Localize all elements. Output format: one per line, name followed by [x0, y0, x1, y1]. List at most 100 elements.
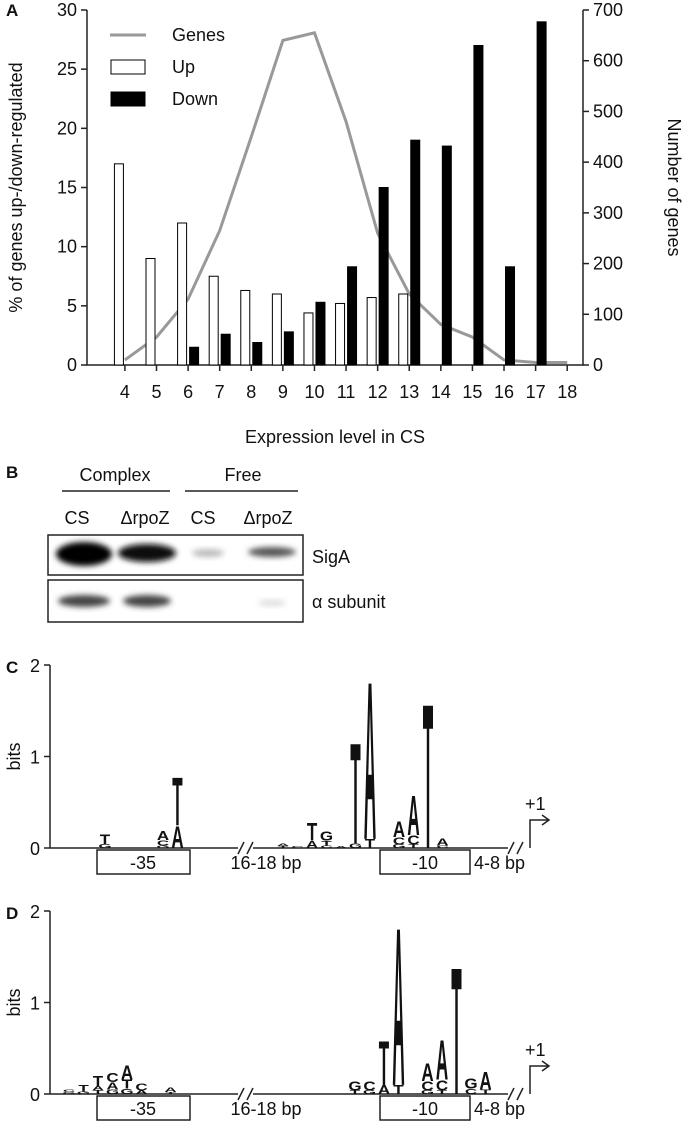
lane-label: CS	[64, 508, 89, 528]
region-box	[96, 849, 191, 875]
logo-letter: A	[164, 1086, 176, 1093]
logo-letter: A	[106, 1080, 118, 1091]
bar	[271, 293, 282, 366]
logo-letter: G	[349, 842, 362, 849]
y-axis-label: bits	[4, 988, 24, 1016]
logo-letter: T	[100, 831, 111, 848]
logo-letter: G	[98, 844, 111, 850]
logo-letter: G	[120, 1087, 133, 1096]
logo-letter: A	[436, 1028, 448, 1092]
y-tick-label: 0	[30, 839, 40, 859]
panel-label: A	[6, 1, 18, 20]
logo-letter: C	[63, 1089, 75, 1093]
bar	[505, 266, 516, 366]
bar	[113, 163, 124, 366]
y2-tick-label: 200	[593, 254, 623, 274]
bar	[145, 258, 156, 366]
tss-arrow	[529, 1060, 551, 1094]
bar	[366, 297, 377, 366]
lane-label: CS	[190, 508, 215, 528]
y2-tick-label: 700	[593, 0, 623, 20]
bar	[315, 301, 326, 366]
y2-tick-label: 600	[593, 51, 623, 71]
logo-letter: G	[464, 1075, 477, 1092]
region-box	[379, 1095, 471, 1121]
logo-letter: G	[77, 1091, 90, 1095]
x-tick-label: 10	[304, 382, 324, 402]
band	[58, 595, 110, 607]
logo-letter: A	[121, 1061, 133, 1084]
logo-letter: G	[62, 1092, 75, 1095]
logo-letter: T	[393, 1083, 403, 1097]
line	[124, 31, 568, 364]
logo-letter: G	[348, 1079, 361, 1093]
y2-tick-label: 300	[593, 203, 623, 223]
x-tick-label: 9	[278, 382, 288, 402]
bar	[240, 289, 251, 366]
y-tick-label: 10	[57, 237, 77, 257]
y-tick-label: 1	[30, 748, 40, 768]
x-tick-label: 18	[557, 382, 577, 402]
logo-letter: C	[106, 1071, 119, 1085]
logo-letter: T	[307, 818, 317, 846]
logo-letter: C	[436, 845, 448, 849]
y2-tick-label: 500	[593, 101, 623, 121]
logo-letter: T	[350, 713, 360, 875]
bar	[398, 293, 409, 366]
logo-letter: T	[172, 763, 182, 840]
logo-letter: C	[157, 838, 170, 847]
logo-letter: T	[437, 1090, 448, 1096]
region-box	[96, 1095, 191, 1121]
logo-letter: A	[157, 829, 170, 843]
region-label: -10	[412, 1099, 438, 1119]
logo-letter: T	[365, 837, 375, 851]
bar	[252, 342, 263, 366]
logo-letter: A	[364, 634, 376, 886]
logo-letter: A	[421, 1059, 433, 1087]
x-tick-label: 8	[246, 382, 256, 402]
logo-letter: C	[393, 835, 405, 846]
logo-letter: T	[78, 1083, 89, 1093]
logo-letter: T	[278, 846, 289, 849]
axis-break	[237, 1087, 524, 1101]
x-tick-label: 6	[183, 382, 193, 402]
y2-tick-label: 400	[593, 152, 623, 172]
band	[248, 547, 296, 557]
panel-label: C	[6, 658, 18, 677]
logo-letter: A	[393, 818, 405, 843]
logo-letter: T	[93, 1073, 104, 1090]
region-label: 16-18 bp	[230, 1099, 301, 1119]
bar	[303, 312, 314, 366]
x-tick-label: 15	[462, 382, 482, 402]
legend-label: Down	[172, 89, 218, 109]
logo-letter: T	[480, 1088, 491, 1095]
band	[123, 595, 171, 607]
logo-letter: A	[335, 846, 348, 849]
x-axis-label: Expression level in CS	[245, 427, 425, 447]
bar	[177, 222, 188, 366]
logo-letter: C	[135, 1081, 147, 1092]
logo-letter: T	[122, 1078, 132, 1092]
x-tick-label: 14	[431, 382, 451, 402]
logo-letter: C	[407, 833, 420, 847]
bar	[378, 187, 389, 366]
logo-letter: A	[306, 839, 318, 850]
logo-letter: G	[363, 1090, 376, 1096]
legend-swatch	[110, 91, 146, 107]
band	[192, 549, 224, 557]
logo-letter: T	[321, 839, 332, 846]
group-label: Free	[224, 465, 261, 485]
y-tick-label: 25	[57, 59, 77, 79]
y-tick-label: 30	[57, 0, 77, 20]
tss-arrow	[529, 814, 551, 848]
group-label: Complex	[79, 465, 150, 485]
western-blot: Complex Free CS ΔrpoZ CS ΔrpoZ SigA α su…	[47, 465, 385, 623]
logo-letter: C	[363, 1079, 376, 1093]
logo-letter: C	[320, 845, 332, 849]
band	[118, 544, 176, 562]
logo-letter: G	[320, 830, 333, 844]
bar	[208, 275, 219, 366]
logo-letter: T	[350, 1090, 361, 1096]
logo-letter: G	[156, 845, 169, 849]
